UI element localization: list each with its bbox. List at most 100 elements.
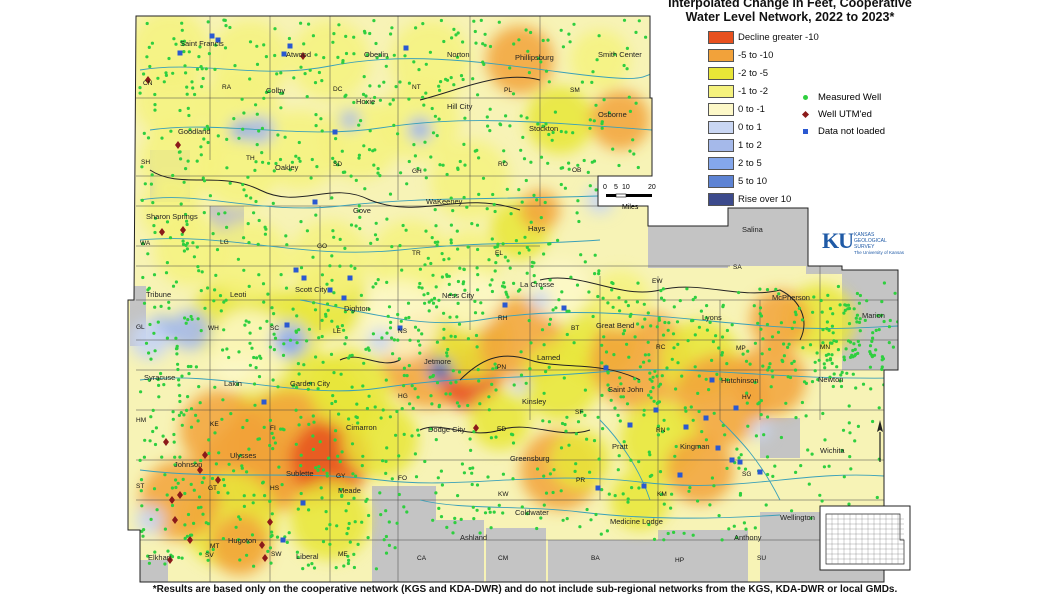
measured-well-icon (601, 427, 605, 431)
measured-well-icon (263, 494, 267, 498)
measured-well-icon (341, 59, 345, 63)
measured-well-icon (742, 521, 747, 525)
measured-well-icon (272, 312, 276, 316)
measured-well-icon (606, 371, 610, 375)
measured-well-icon (508, 266, 512, 270)
measured-well-icon (476, 368, 480, 372)
measured-well-icon (269, 534, 273, 539)
measured-well-icon (184, 243, 188, 247)
measured-well-icon (462, 267, 466, 272)
measured-well-icon (242, 504, 246, 508)
measured-well-icon (782, 342, 786, 346)
measured-well-icon (397, 492, 401, 497)
measured-well-icon (426, 291, 430, 296)
measured-well-icon (159, 371, 163, 376)
measured-well-icon (875, 495, 879, 500)
measured-well-icon (360, 464, 364, 468)
measured-well-icon (417, 285, 421, 289)
county-label: GL (136, 324, 145, 331)
measured-well-icon (800, 318, 805, 322)
measured-well-icon (539, 216, 543, 220)
measured-well-icon (316, 387, 320, 391)
measured-well-icon (618, 376, 622, 380)
measured-well-icon (786, 345, 790, 349)
measured-well-icon (720, 538, 724, 542)
measured-well-icon (600, 122, 604, 126)
measured-well-icon (372, 19, 376, 23)
measured-well-icon (658, 382, 663, 386)
measured-well-icon (885, 460, 889, 464)
measured-well-icon (661, 333, 666, 337)
measured-well-icon (187, 372, 191, 376)
measured-well-icon (399, 171, 403, 175)
measured-well-icon (470, 222, 474, 226)
measured-well-icon (272, 332, 276, 336)
utm-well-icon (172, 516, 178, 524)
measured-well-icon (792, 320, 797, 324)
measured-well-icon (548, 278, 552, 282)
measured-well-icon (613, 52, 617, 56)
measured-well-icon (449, 334, 453, 338)
measured-well-icon (557, 298, 561, 302)
measured-well-icon (354, 178, 358, 182)
utm-well-icon (267, 518, 273, 526)
city-label: WaKeeney (426, 197, 463, 206)
measured-well-icon (204, 67, 208, 71)
measured-well-icon (242, 494, 246, 498)
measured-well-icon (271, 201, 275, 205)
measured-well-icon (192, 521, 196, 526)
measured-well-icon (626, 500, 630, 504)
measured-well-icon (633, 377, 637, 381)
measured-well-icon (352, 100, 356, 105)
measured-well-icon (192, 488, 196, 492)
measured-well-icon (418, 281, 422, 286)
measured-well-icon (303, 72, 307, 76)
measured-well-icon (266, 549, 270, 554)
measured-well-icon (582, 158, 586, 163)
measured-well-icon (395, 409, 399, 414)
data-not-loaded-icon (397, 325, 403, 331)
measured-well-icon (335, 524, 339, 528)
measured-well-icon (575, 211, 579, 215)
measured-well-icon (521, 135, 525, 139)
legend-item: Rise over 10 (708, 193, 791, 206)
measured-well-icon (720, 335, 725, 339)
measured-well-icon (374, 221, 378, 225)
measured-well-icon (501, 472, 505, 476)
measured-well-icon (314, 466, 318, 470)
measured-well-icon (691, 533, 695, 537)
measured-well-icon (479, 18, 483, 22)
measured-well-icon (146, 136, 151, 140)
measured-well-icon (367, 148, 372, 152)
measured-well-icon (284, 286, 289, 290)
measured-well-icon (774, 287, 778, 291)
measured-well-icon (242, 111, 246, 115)
measured-well-icon (759, 399, 764, 403)
city-label: Wichita (820, 446, 845, 455)
measured-well-icon (497, 503, 501, 507)
measured-well-icon (768, 362, 772, 366)
measured-well-icon (660, 492, 664, 496)
measured-well-icon (765, 322, 770, 327)
measured-well-icon (330, 319, 334, 323)
measured-well-icon (288, 338, 293, 342)
measured-well-icon (471, 77, 475, 81)
measured-well-icon (203, 306, 207, 310)
measured-well-icon (445, 351, 449, 355)
north-arrow-icon (877, 420, 883, 462)
measured-well-icon (241, 127, 245, 131)
measured-well-icon (477, 192, 481, 196)
measured-well-icon (752, 304, 756, 308)
measured-well-icon (855, 291, 860, 296)
measured-well-icon (630, 486, 634, 490)
measured-well-icon (299, 464, 303, 468)
measured-well-icon (223, 18, 227, 22)
data-not-loaded-icon (177, 50, 183, 56)
county-label: PN (497, 364, 506, 371)
measured-well-icon (162, 383, 166, 387)
measured-well-icon (305, 229, 309, 233)
measured-well-icon (651, 375, 655, 379)
measured-well-icon (708, 503, 712, 507)
measured-well-icon (547, 420, 552, 424)
county-label: KM (657, 491, 667, 498)
